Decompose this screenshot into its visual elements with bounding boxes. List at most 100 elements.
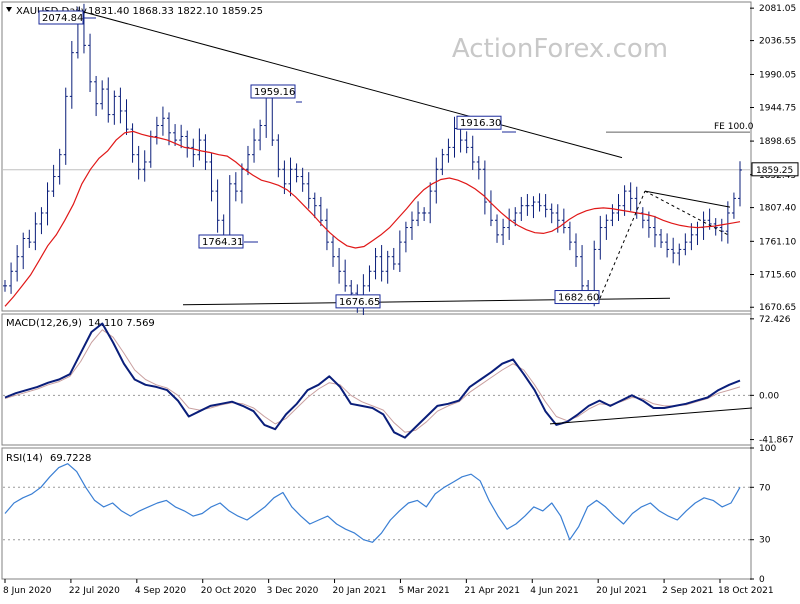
candle — [677, 243, 682, 266]
candle — [142, 150, 147, 182]
price-candles — [3, 3, 742, 316]
candle — [561, 208, 566, 234]
candle — [495, 214, 500, 243]
macd-lines — [3, 322, 753, 439]
rsi-main-line — [4, 463, 741, 543]
candle — [215, 179, 220, 233]
candle — [39, 207, 44, 235]
price-annotation: 1676.65 — [335, 294, 381, 309]
pattern-dashed-line — [644, 190, 729, 236]
annotation-label: 2074.84 — [42, 13, 83, 24]
candle — [665, 233, 670, 258]
ma-line — [4, 130, 741, 307]
candle — [258, 119, 263, 151]
candle — [69, 40, 74, 109]
candle — [616, 194, 621, 221]
candle — [731, 192, 736, 219]
candle — [695, 221, 700, 246]
candle — [294, 163, 299, 183]
candle — [646, 211, 651, 238]
candle — [482, 160, 487, 215]
candle — [525, 194, 530, 216]
candle — [33, 212, 38, 251]
last-price-label: 1859.25 — [756, 166, 793, 176]
candle — [21, 232, 26, 270]
rsi-axis: 100 70 30 0 — [750, 444, 776, 585]
annotation-label: 1959.16 — [254, 87, 295, 98]
candle — [373, 247, 378, 280]
candle — [337, 247, 342, 284]
candle — [318, 196, 323, 227]
candle — [343, 259, 348, 292]
candle — [9, 262, 14, 294]
candle — [440, 148, 445, 176]
candle — [531, 196, 536, 219]
candle — [331, 236, 336, 267]
annotation-box — [198, 234, 244, 249]
candle — [300, 167, 305, 192]
price-tick-label: 1944.75 — [759, 103, 796, 113]
time-tick-label: 21 Apr 2021 — [464, 586, 520, 596]
macd-title: MACD(12,26,9) — [6, 318, 82, 329]
candle — [519, 196, 524, 221]
dropdown-arrow-icon[interactable] — [6, 7, 12, 12]
candle — [464, 131, 469, 154]
candle — [252, 128, 257, 163]
price-levels: FE 100.0 — [3, 122, 754, 171]
candle — [652, 215, 657, 248]
price-tick-label: 1807.40 — [759, 204, 796, 214]
annotation-label: 1676.65 — [339, 297, 380, 308]
time-tick-label: 4 Sep 2020 — [135, 586, 187, 596]
price-annotation: 1764.31 — [198, 234, 244, 249]
price-annotation: 1959.16 — [250, 84, 296, 99]
candle — [94, 75, 99, 117]
candle — [124, 99, 129, 136]
annotation-label: 1682.60 — [558, 293, 599, 304]
price-tick-label: 2036.55 — [759, 37, 796, 47]
candle — [88, 33, 93, 93]
time-tick-label: 2 Sep 2021 — [662, 586, 713, 596]
candle — [573, 233, 578, 267]
time-tick-label: 20 Oct 2020 — [201, 586, 257, 596]
macd-tick-label: -41.867 — [759, 436, 794, 446]
price-tick-label: 1715.60 — [759, 270, 796, 280]
candle — [598, 215, 603, 260]
candle — [446, 138, 451, 163]
macd-tick-label: 72.426 — [759, 315, 791, 325]
macd-axis: 72.426 0.00 -41.867 — [750, 315, 794, 446]
candle — [391, 247, 396, 270]
candle — [628, 182, 633, 211]
candle — [118, 87, 123, 124]
price-annotations: 2074.84 1959.16 1916.30 1764.31 1676.65 1682.… — [38, 10, 600, 309]
candle — [580, 245, 585, 299]
candle — [276, 134, 281, 178]
candle — [537, 193, 542, 212]
candle — [416, 201, 421, 227]
candle — [501, 218, 506, 246]
candle — [713, 218, 718, 236]
candle — [403, 221, 408, 253]
rsi-tick-label: 70 — [759, 483, 771, 493]
pattern-dashed-line — [599, 190, 646, 299]
macd-panel-frame — [1, 313, 752, 446]
candle — [112, 90, 117, 125]
candle — [379, 245, 384, 282]
candle — [197, 128, 202, 161]
candle — [701, 211, 706, 240]
candle — [130, 123, 135, 163]
candle — [15, 245, 20, 282]
price-tick-label: 1898.65 — [759, 137, 796, 147]
candle — [45, 182, 50, 226]
candle — [434, 157, 439, 204]
rsi-title: RSI(14) — [6, 453, 43, 464]
candle — [367, 265, 372, 292]
price-ohlc: 1831.40 1868.33 1822.10 1859.25 — [88, 6, 263, 17]
time-tick-label: 3 Dec 2020 — [267, 586, 319, 596]
time-tick-label: 20 Jul 2021 — [596, 586, 647, 596]
annotation-box — [456, 115, 502, 130]
rsi-tick-label: 0 — [759, 575, 765, 585]
annotation-box — [554, 290, 600, 305]
candle — [306, 172, 311, 209]
candle — [683, 233, 688, 256]
time-axis: 8 Jun 2020 22 Jul 2020 4 Sep 2020 20 Oct 20… — [3, 579, 774, 596]
